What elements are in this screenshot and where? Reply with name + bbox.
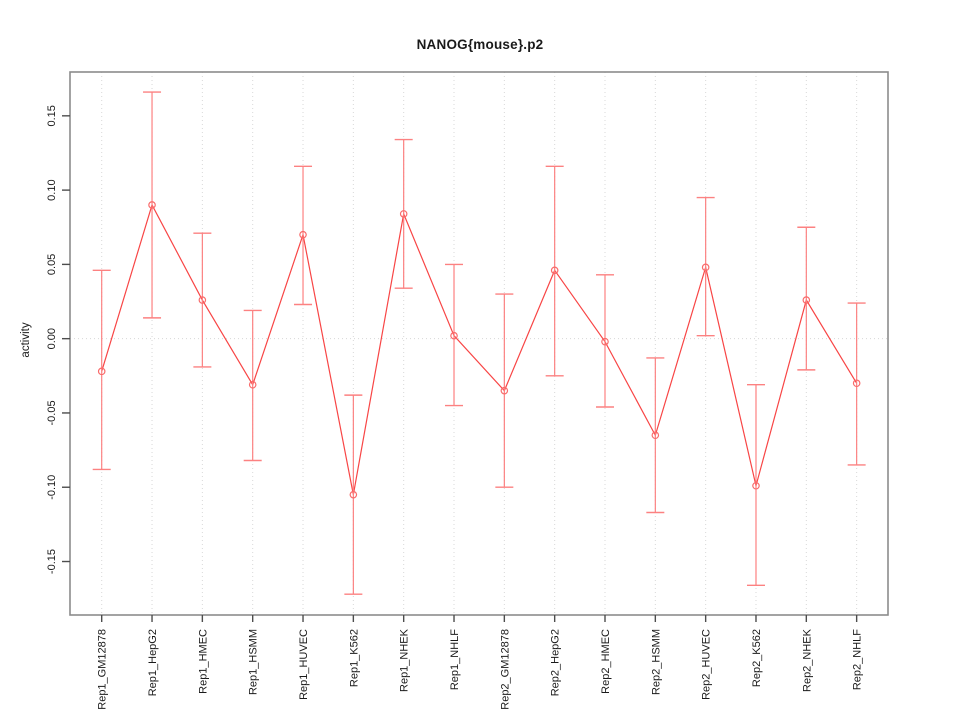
data-point: [349, 490, 358, 499]
data-point: [198, 296, 207, 304]
y-tick-label: -0.10: [46, 475, 58, 500]
data-point: [550, 266, 559, 275]
x-tick-label: Rep1_GM12878: [97, 629, 109, 710]
x-tick-label: Rep2_GM12878: [499, 629, 511, 710]
x-tick-label: Rep2_K562: [751, 629, 763, 687]
y-tick-label: 0.10: [46, 179, 58, 200]
x-tick-label: Rep2_NHEK: [801, 628, 813, 692]
x-tick-label: Rep2_HMEC: [600, 629, 612, 694]
data-point: [299, 230, 307, 239]
data-point: [752, 481, 760, 490]
data-point: [651, 431, 660, 440]
data-point: [450, 331, 458, 340]
data-point: [701, 263, 710, 272]
data-point: [500, 386, 509, 395]
data-point: [601, 337, 609, 346]
data-point: [852, 379, 861, 388]
y-tick-label: -0.05: [46, 400, 58, 425]
data-point: [399, 210, 408, 218]
data-point: [97, 367, 106, 376]
data-point: [248, 380, 257, 389]
x-tick-label: Rep2_NHLF: [852, 629, 864, 690]
x-tick-label: Rep1_HSMM: [248, 629, 260, 695]
y-tick-label: 0.15: [46, 105, 58, 126]
y-tick-label: 0.05: [46, 254, 58, 275]
series-line: [101, 203, 858, 495]
x-tick-label: Rep1_NHLF: [449, 629, 461, 690]
x-tick-label: Rep2_HUVEC: [701, 629, 713, 700]
x-tick-label: Rep2_HepG2: [550, 629, 562, 696]
plot-box: [69, 71, 889, 616]
x-tick-label: Rep1_K562: [348, 629, 360, 687]
x-tick-label: Rep1_NHEK: [399, 628, 411, 692]
x-tick-label: Rep1_HMEC: [197, 629, 209, 694]
data-point: [148, 201, 156, 209]
y-tick-label: 0.00: [46, 328, 58, 349]
chart-title: NANOG{mouse}.p2: [416, 37, 544, 52]
y-tick-label: -0.15: [46, 549, 58, 574]
y-axis-title: activity: [20, 322, 32, 358]
x-tick-label: Rep2_HSMM: [650, 629, 662, 695]
x-tick-label: Rep1_HepG2: [147, 629, 159, 696]
x-tick-label: Rep1_HUVEC: [298, 629, 310, 700]
data-point: [802, 296, 811, 304]
